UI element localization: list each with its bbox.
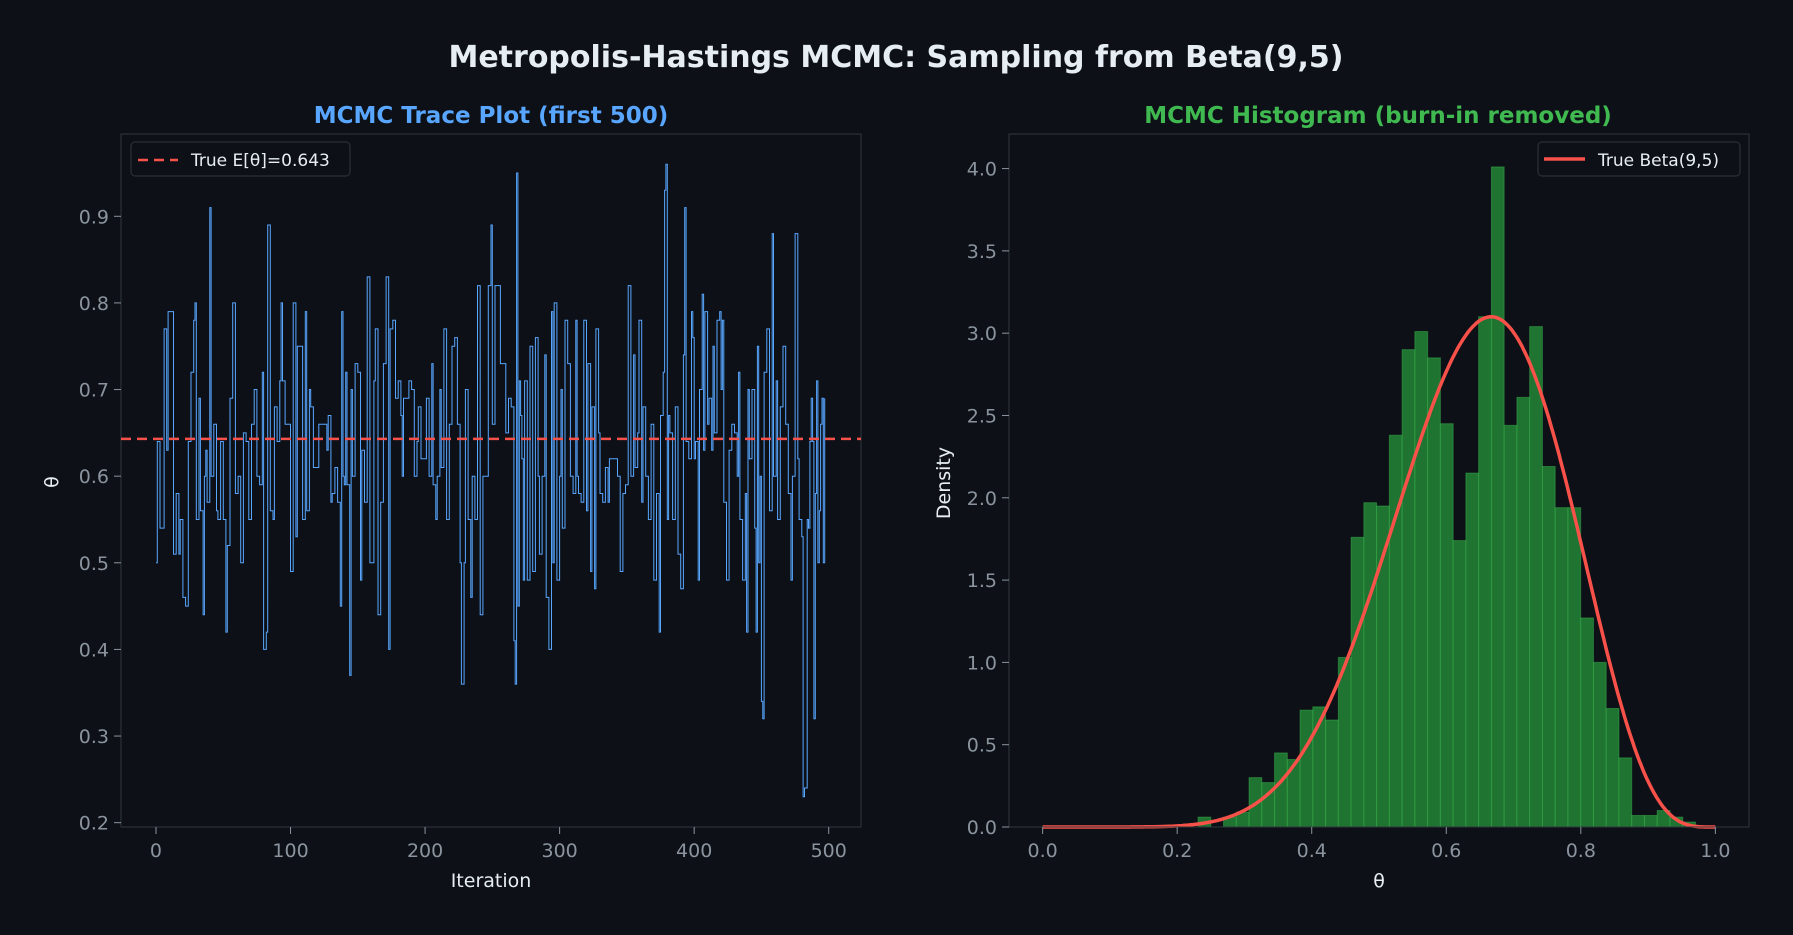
trace-ylabel: θ	[41, 476, 63, 488]
hist-bar	[1465, 472, 1480, 828]
hist-ytick-label: 2.0	[967, 488, 997, 510]
hist-bar	[1618, 757, 1633, 828]
trace-ytick-label: 0.2	[79, 813, 109, 835]
hist-ytick-label: 3.0	[967, 323, 997, 345]
hist-bar	[1363, 502, 1378, 828]
hist-ytick-label: 3.5	[967, 241, 997, 263]
figure-title: Metropolis-Hastings MCMC: Sampling from …	[448, 40, 1343, 75]
trace-xtick-label: 200	[407, 840, 443, 862]
hist-bar	[1503, 424, 1518, 828]
hist-ylabel: Density	[933, 447, 955, 519]
trace-title: MCMC Trace Plot (first 500)	[314, 103, 668, 129]
hist-bar	[1631, 814, 1645, 828]
hist-bar	[1643, 814, 1658, 828]
trace-legend-label: True E[θ]=0.643	[190, 151, 330, 171]
trace-panel: MCMC Trace Plot (first 500) 0.2 0.3 0.4 0.5…	[41, 103, 862, 892]
hist-legend-label: True Beta(9,5)	[1597, 151, 1719, 171]
hist-x-axis: 0.0 0.2 0.4 0.6 0.8 1.0	[1028, 827, 1730, 862]
hist-xlabel: θ	[1373, 870, 1385, 892]
hist-bar	[1299, 709, 1314, 828]
hist-bar	[1567, 507, 1582, 828]
hist-legend-box	[1537, 141, 1741, 177]
trace-xtick-label: 0	[150, 840, 162, 862]
trace-ytick-label: 0.9	[79, 206, 109, 228]
hist-xtick-label: 0.8	[1566, 840, 1596, 862]
hist-bar	[1388, 434, 1403, 828]
hist-bar	[1401, 349, 1416, 828]
trace-ytick-label: 0.8	[79, 293, 109, 315]
hist-ytick-label: 1.5	[967, 570, 997, 592]
hist-ytick-label: 0.5	[967, 735, 997, 757]
trace-ytick-label: 0.4	[79, 639, 109, 661]
hist-frame	[1008, 133, 1750, 828]
hist-xtick-label: 0.2	[1162, 840, 1192, 862]
hist-bar	[1337, 656, 1352, 828]
trace-y-axis: 0.2 0.3 0.4 0.5 0.6 0.7 0.8 0.9	[79, 206, 121, 835]
trace-xtick-label: 100	[272, 840, 308, 862]
hist-bar	[1414, 331, 1429, 828]
hist-bar	[1439, 423, 1454, 828]
trace-series-line	[156, 163, 826, 798]
hist-xtick-label: 0.6	[1431, 840, 1461, 862]
trace-ytick-label: 0.7	[79, 380, 109, 402]
hist-bar	[1350, 536, 1365, 828]
trace-xlabel: Iteration	[451, 870, 532, 892]
hist-xtick-label: 0.4	[1297, 840, 1327, 862]
hist-bar	[1427, 357, 1441, 828]
hist-bar	[1516, 396, 1531, 828]
trace-ytick-label: 0.5	[79, 553, 109, 575]
hist-legend: True Beta(9,5)	[1537, 141, 1741, 177]
hist-bar	[1554, 507, 1569, 828]
hist-ytick-label: 1.0	[967, 652, 997, 674]
hist-title: MCMC Histogram (burn-in removed)	[1144, 103, 1612, 129]
trace-xtick-label: 500	[811, 840, 847, 862]
trace-legend: True E[θ]=0.643	[130, 141, 351, 177]
hist-bar	[1592, 661, 1607, 828]
trace-ytick-label: 0.3	[79, 726, 109, 748]
hist-panel: MCMC Histogram (burn-in removed) 0.0 0.5 1…	[933, 103, 1750, 892]
trace-xtick-label: 300	[541, 840, 577, 862]
hist-ytick-label: 0.0	[967, 817, 997, 839]
trace-xtick-label: 400	[676, 840, 712, 862]
hist-ytick-label: 2.5	[967, 405, 997, 427]
hist-bar	[1529, 326, 1543, 828]
hist-bar	[1605, 707, 1620, 828]
trace-ytick-label: 0.6	[79, 466, 109, 488]
hist-bar	[1274, 752, 1288, 828]
hist-bar	[1490, 166, 1505, 828]
trace-legend-box	[130, 141, 351, 177]
hist-bar	[1452, 540, 1467, 828]
hist-xtick-label: 0.0	[1028, 840, 1058, 862]
hist-y-axis: 0.0 0.5 1.0 1.5 2.0 2.5 3.0 3.5 4.0	[967, 159, 1009, 839]
hist-bar	[1325, 719, 1339, 828]
hist-bar	[1541, 466, 1556, 828]
trace-x-axis: 0 100 200 300 400 500	[150, 827, 847, 862]
hist-bar	[1478, 316, 1492, 828]
hist-ytick-label: 4.0	[967, 159, 997, 181]
hist-bar	[1580, 617, 1594, 828]
trace-frame	[120, 133, 862, 828]
hist-xtick-label: 1.0	[1700, 840, 1730, 862]
